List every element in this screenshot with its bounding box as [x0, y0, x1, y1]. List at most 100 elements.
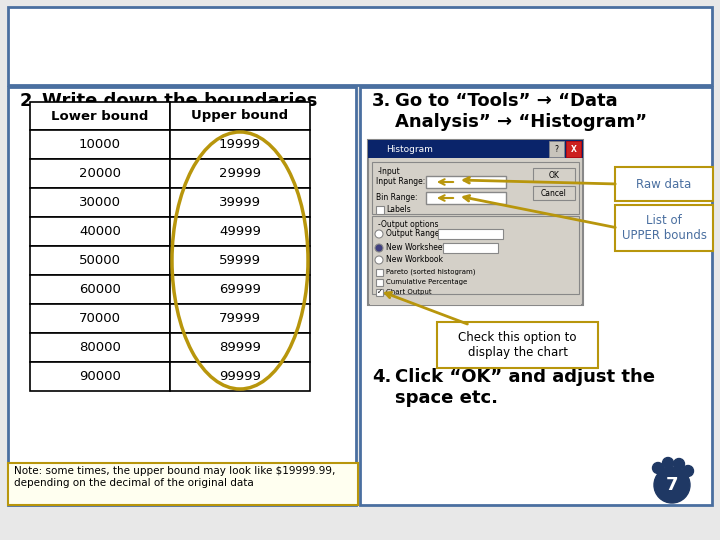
Circle shape — [683, 465, 693, 476]
Text: Labels: Labels — [386, 206, 410, 214]
FancyBboxPatch shape — [8, 463, 358, 505]
Text: 60000: 60000 — [79, 283, 121, 296]
Text: 19999: 19999 — [219, 138, 261, 151]
Bar — [170, 102, 310, 130]
Text: 40000: 40000 — [79, 225, 121, 238]
Bar — [30, 159, 170, 188]
Bar — [30, 246, 170, 275]
FancyBboxPatch shape — [533, 168, 575, 182]
Text: 69999: 69999 — [219, 283, 261, 296]
Text: Chart Output: Chart Output — [386, 289, 431, 295]
FancyBboxPatch shape — [437, 322, 598, 368]
Text: 7: 7 — [666, 476, 678, 494]
FancyBboxPatch shape — [372, 162, 579, 214]
Text: OK: OK — [549, 171, 559, 179]
Text: List of
UPPER bounds: List of UPPER bounds — [621, 214, 706, 242]
FancyBboxPatch shape — [372, 216, 579, 294]
Bar — [30, 217, 170, 246]
Text: 30000: 30000 — [79, 196, 121, 209]
Text: 49999: 49999 — [219, 225, 261, 238]
Circle shape — [375, 230, 383, 238]
FancyBboxPatch shape — [438, 229, 503, 239]
Bar — [30, 188, 170, 217]
Bar — [30, 333, 170, 362]
Bar — [30, 130, 170, 159]
Text: 20000: 20000 — [79, 167, 121, 180]
FancyBboxPatch shape — [8, 7, 712, 85]
Text: Upper bound: Upper bound — [192, 110, 289, 123]
Text: Write down the boundaries
for each group: Write down the boundaries for each group — [42, 92, 318, 131]
Circle shape — [654, 467, 690, 503]
FancyBboxPatch shape — [549, 141, 564, 157]
Bar — [376, 279, 383, 286]
Text: Histogram: Histogram — [386, 145, 433, 153]
Text: Pareto (sorted histogram): Pareto (sorted histogram) — [386, 269, 475, 275]
Text: 99999: 99999 — [219, 370, 261, 383]
Text: 80000: 80000 — [79, 341, 121, 354]
FancyBboxPatch shape — [566, 141, 581, 157]
Bar — [30, 304, 170, 333]
Text: 90000: 90000 — [79, 370, 121, 383]
Text: 79999: 79999 — [219, 312, 261, 325]
Bar — [170, 159, 310, 188]
Bar — [30, 102, 170, 130]
Bar — [30, 362, 170, 391]
Text: -Output options: -Output options — [378, 220, 438, 229]
Text: 39999: 39999 — [219, 196, 261, 209]
Text: 70000: 70000 — [79, 312, 121, 325]
Text: ✓: ✓ — [377, 289, 382, 295]
FancyBboxPatch shape — [360, 87, 712, 505]
Circle shape — [662, 457, 673, 469]
Text: X: X — [570, 145, 577, 153]
Bar — [376, 289, 383, 296]
Bar — [170, 362, 310, 391]
Bar — [376, 206, 384, 214]
Text: Cancel: Cancel — [541, 188, 567, 198]
Text: 10000: 10000 — [79, 138, 121, 151]
Bar — [170, 304, 310, 333]
Text: Click “OK” and adjust the
space etc.: Click “OK” and adjust the space etc. — [395, 368, 655, 407]
Text: New Workbook: New Workbook — [386, 255, 443, 265]
Text: 4.: 4. — [372, 368, 392, 386]
FancyBboxPatch shape — [368, 140, 583, 158]
FancyBboxPatch shape — [370, 160, 581, 305]
FancyBboxPatch shape — [368, 140, 583, 305]
Text: -Input: -Input — [378, 167, 401, 176]
Text: 50000: 50000 — [79, 254, 121, 267]
Bar — [170, 333, 310, 362]
Circle shape — [652, 462, 664, 474]
Text: Go to “Tools” → “Data
Analysis” → “Histogram”: Go to “Tools” → “Data Analysis” → “Histo… — [395, 92, 647, 131]
Circle shape — [673, 458, 685, 469]
FancyBboxPatch shape — [615, 205, 713, 251]
Text: Output Range:: Output Range: — [386, 230, 442, 239]
Bar — [170, 246, 310, 275]
Text: Raw data: Raw data — [636, 178, 692, 191]
Text: Input Range:: Input Range: — [376, 178, 426, 186]
Bar — [376, 269, 383, 276]
Text: Note: some times, the upper bound may look like $19999.99,
depending on the deci: Note: some times, the upper bound may lo… — [14, 466, 336, 488]
Text: 89999: 89999 — [219, 341, 261, 354]
Bar — [170, 217, 310, 246]
Bar — [170, 275, 310, 304]
FancyBboxPatch shape — [533, 186, 575, 200]
Text: 2.: 2. — [20, 92, 40, 110]
Text: 59999: 59999 — [219, 254, 261, 267]
Text: Cumulative Percentage: Cumulative Percentage — [386, 279, 467, 285]
Text: 29999: 29999 — [219, 167, 261, 180]
Circle shape — [375, 244, 383, 252]
Bar — [30, 275, 170, 304]
FancyBboxPatch shape — [426, 192, 506, 204]
FancyBboxPatch shape — [443, 243, 498, 253]
Text: Lower bound: Lower bound — [51, 110, 149, 123]
Text: Bin Range:: Bin Range: — [376, 193, 418, 202]
Bar — [170, 130, 310, 159]
Circle shape — [375, 256, 383, 264]
FancyBboxPatch shape — [8, 87, 356, 505]
Text: New Worksheet Ply:: New Worksheet Ply: — [386, 244, 462, 253]
Text: 3.: 3. — [372, 92, 392, 110]
FancyBboxPatch shape — [426, 176, 506, 188]
FancyBboxPatch shape — [615, 167, 713, 201]
Text: Check this option to
display the chart: Check this option to display the chart — [458, 331, 577, 359]
Text: ?: ? — [554, 145, 559, 153]
Bar — [170, 188, 310, 217]
